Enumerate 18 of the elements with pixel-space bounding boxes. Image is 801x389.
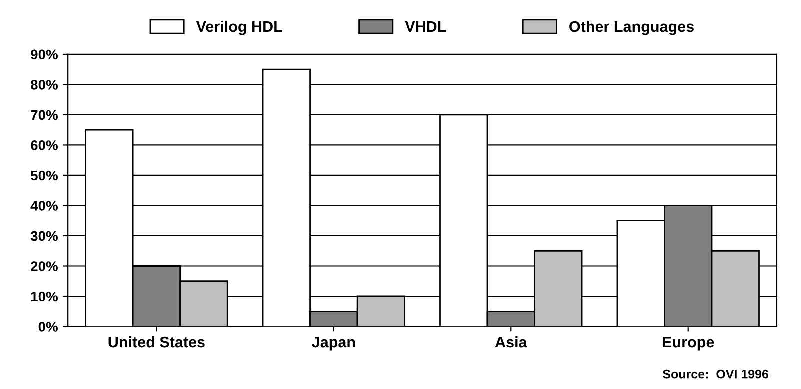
y-tick-label: 0% [38, 322, 58, 332]
legend-label: Other Languages [570, 20, 694, 36]
y-tick-label: 20% [31, 262, 58, 272]
source-note: Source: OVI 1996 [663, 370, 769, 379]
y-tick-label: 70% [31, 110, 58, 120]
y-tick-label: 80% [31, 80, 58, 90]
y-tick-label: 40% [30, 201, 58, 211]
legend-label: Verilog HDL [196, 20, 282, 36]
y-tick-label: 30% [30, 231, 58, 242]
x-tick-label: United States [108, 336, 205, 348]
y-tick-label: 50% [30, 170, 58, 181]
y-tick-label: 10% [31, 292, 58, 302]
y-tick-label: 90% [31, 50, 58, 60]
y-tick-label: 60% [31, 140, 58, 150]
legend-label: VHDL [405, 22, 446, 32]
x-tick-label: Japan [312, 337, 356, 351]
x-tick-label: Europe [663, 337, 714, 351]
x-tick-label: Asia [495, 336, 528, 348]
